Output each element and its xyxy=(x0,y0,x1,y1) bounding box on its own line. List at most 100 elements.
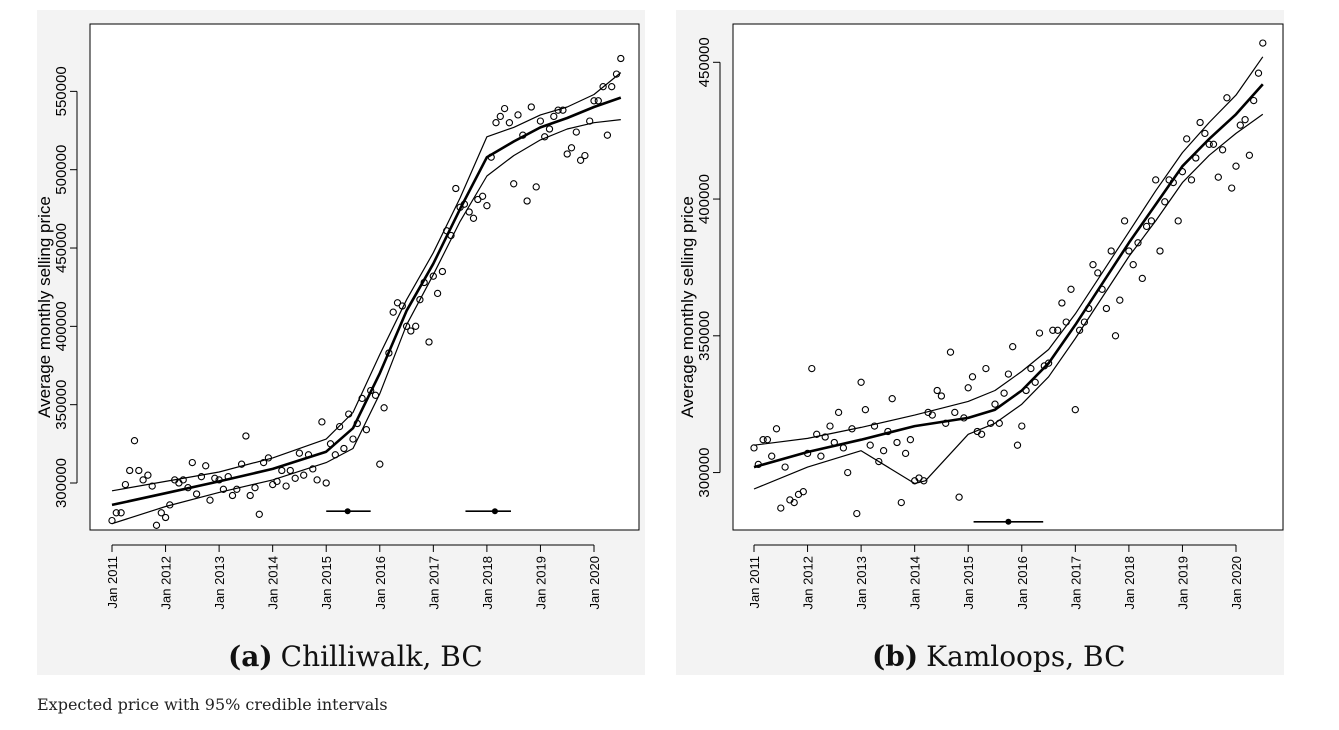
data-point xyxy=(1089,261,1097,269)
data-point xyxy=(951,408,959,417)
changepoint-estimate xyxy=(344,508,351,515)
data-point xyxy=(861,406,870,414)
data-point xyxy=(955,493,963,501)
data-point xyxy=(870,422,879,430)
data-point xyxy=(576,156,585,164)
data-point xyxy=(1245,151,1254,159)
data-point xyxy=(1187,176,1196,184)
data-point xyxy=(505,119,514,127)
x-tick-label: Jan 2014 xyxy=(908,556,923,610)
data-point xyxy=(1044,359,1053,367)
data-point xyxy=(295,449,304,457)
data-point xyxy=(527,103,535,111)
data-point xyxy=(790,498,798,507)
data-point xyxy=(1196,118,1204,127)
data-point xyxy=(563,150,571,158)
data-point xyxy=(1094,269,1102,277)
data-point xyxy=(362,426,371,434)
data-point xyxy=(282,482,290,490)
data-point xyxy=(318,418,326,426)
data-point xyxy=(1009,343,1017,351)
data-point xyxy=(237,460,246,468)
data-point xyxy=(572,128,580,136)
data-point xyxy=(817,452,825,460)
data-point xyxy=(1241,116,1249,124)
data-point xyxy=(197,473,206,481)
data-point xyxy=(1013,441,1022,449)
data-point xyxy=(1156,247,1164,255)
y-tick-label: 400000 xyxy=(696,174,713,224)
data-point xyxy=(982,364,990,373)
panel-label-a: (a) xyxy=(228,640,273,673)
data-point xyxy=(937,392,946,400)
data-point xyxy=(1018,422,1026,430)
data-point xyxy=(1183,135,1191,143)
data-point xyxy=(278,466,286,475)
x-tick-label: Jan 2015 xyxy=(319,556,334,610)
data-point xyxy=(1228,184,1236,192)
data-point xyxy=(1035,329,1044,337)
data-point xyxy=(1049,326,1057,334)
data-point xyxy=(920,477,928,485)
credible-interval-line xyxy=(111,119,621,525)
panel-title-b: Kamloops, BC xyxy=(926,640,1126,673)
data-point xyxy=(135,466,143,475)
x-tick-label: Jan 2019 xyxy=(533,556,548,610)
data-point xyxy=(144,471,152,479)
data-point xyxy=(1111,332,1120,340)
data-point xyxy=(933,386,941,395)
data-point xyxy=(219,485,228,493)
data-point xyxy=(834,408,843,417)
x-tick-label: Jan 2020 xyxy=(1229,556,1244,610)
x-tick-label: Jan 2016 xyxy=(1015,556,1030,610)
data-point xyxy=(888,395,896,403)
x-tick-label: Jan 2013 xyxy=(854,556,869,610)
data-point xyxy=(389,308,397,316)
credible-interval-line xyxy=(753,113,1264,490)
data-point xyxy=(590,97,598,105)
data-point xyxy=(313,476,321,484)
data-point xyxy=(1147,217,1156,225)
data-point xyxy=(617,54,625,63)
data-point xyxy=(928,411,936,419)
data-point xyxy=(608,83,616,91)
data-point xyxy=(429,272,437,280)
data-point xyxy=(893,438,901,447)
data-point xyxy=(1129,261,1137,269)
x-tick-label: Jan 2012 xyxy=(801,556,816,610)
data-point xyxy=(157,509,165,517)
data-point xyxy=(206,496,214,504)
panel-caption-a: (a) Chilliwalk, BC xyxy=(228,640,483,673)
data-point xyxy=(349,435,357,443)
data-point xyxy=(500,104,509,113)
y-axis-title: Average monthly selling price xyxy=(35,196,54,418)
data-point xyxy=(179,476,187,484)
data-point xyxy=(148,482,156,490)
data-point xyxy=(192,490,201,498)
chart-layer-a: Jan 2011 Jan 2012 Jan 2013 Jan 2014 Jan 2015… xyxy=(35,54,625,610)
figure-caption: Expected price with 95% credible interva… xyxy=(37,695,388,714)
data-point xyxy=(309,465,317,473)
data-point xyxy=(242,432,250,440)
x-tick-label: Jan 2011 xyxy=(105,556,120,609)
data-point xyxy=(901,449,910,458)
x-tick-label: Jan 2015 xyxy=(961,556,976,610)
x-tick-label: Jan 2016 xyxy=(373,556,388,610)
data-point xyxy=(438,267,447,276)
data-point xyxy=(255,510,263,518)
data-point xyxy=(259,458,268,467)
data-point xyxy=(581,151,589,160)
credible-interval-line xyxy=(111,72,622,492)
data-point xyxy=(130,437,139,445)
changepoint-estimate xyxy=(1005,518,1012,525)
data-point xyxy=(1236,121,1244,129)
data-point xyxy=(1071,406,1079,414)
data-point xyxy=(772,425,781,433)
plot-area-a xyxy=(89,23,640,531)
data-point xyxy=(1250,96,1258,105)
data-point xyxy=(139,476,147,484)
data-point xyxy=(340,444,348,453)
data-point xyxy=(1067,285,1075,293)
y-tick-label: 300000 xyxy=(53,458,70,508)
